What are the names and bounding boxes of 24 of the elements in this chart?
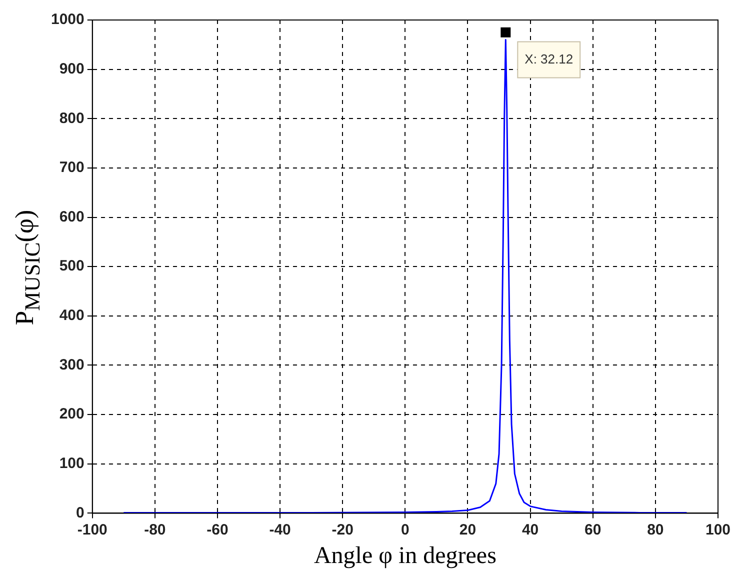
y-tick-label: 800 bbox=[59, 110, 84, 127]
annotation: X: 32.12 bbox=[524, 51, 574, 66]
x-tick-label: 80 bbox=[647, 521, 664, 538]
y-tick-label: 1000 bbox=[50, 11, 84, 28]
y-tick-label: 500 bbox=[59, 258, 84, 275]
y-tick-label: 300 bbox=[59, 356, 84, 374]
x-tick-label: 20 bbox=[459, 521, 476, 538]
y-tick-label: 600 bbox=[59, 208, 84, 226]
x-tick-label: -60 bbox=[206, 521, 228, 538]
y-tick-label: 400 bbox=[59, 307, 84, 324]
y-tick-label: 900 bbox=[59, 60, 84, 78]
x-tick-label: -80 bbox=[144, 521, 166, 538]
y-tick-label: 0 bbox=[76, 504, 84, 522]
x-tick-label: 100 bbox=[705, 521, 731, 538]
y-tick-label: 700 bbox=[59, 159, 84, 176]
y-tick-label: 100 bbox=[59, 455, 84, 472]
x-tick-label: 60 bbox=[584, 521, 602, 538]
x-tick-label: 0 bbox=[401, 521, 410, 538]
x-axis-title: Angle φ in degrees bbox=[314, 542, 496, 569]
x-tick-label: -100 bbox=[77, 521, 108, 538]
x-tick-label: -20 bbox=[332, 521, 354, 538]
x-tick-label: -40 bbox=[269, 521, 291, 538]
x-tick-label: 40 bbox=[522, 521, 539, 538]
y-tick-label: 200 bbox=[59, 406, 84, 423]
